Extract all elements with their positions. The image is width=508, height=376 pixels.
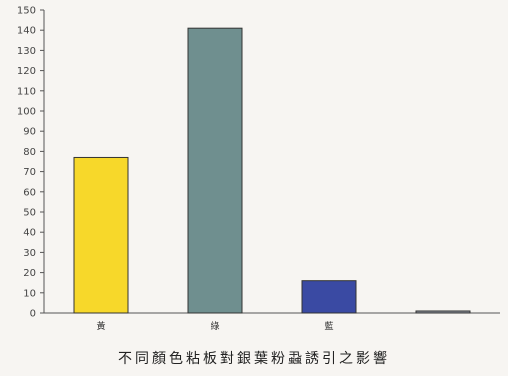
category-label: 藍 xyxy=(324,320,333,332)
y-tick-label: 130 xyxy=(17,46,36,57)
y-tick-label: 120 xyxy=(17,66,36,77)
y-tick-label: 110 xyxy=(17,86,36,97)
y-tick-label: 150 xyxy=(17,6,36,17)
y-tick-label: 10 xyxy=(23,288,36,299)
category-labels: 黃綠藍 xyxy=(96,320,333,332)
y-axis-ticks: 0 10 20 30 40 50 60 70 80 90 100 110 120 130 140 150 xyxy=(17,6,44,320)
category-label: 黃 xyxy=(96,320,105,332)
y-tick-label: 30 xyxy=(23,248,36,259)
y-tick-label: 60 xyxy=(23,187,36,198)
y-tick-label: 90 xyxy=(23,127,36,138)
y-tick-label: 40 xyxy=(23,228,36,239)
bar xyxy=(73,156,129,314)
y-tick-label: 20 xyxy=(23,268,36,279)
bar xyxy=(187,27,243,314)
y-tick-label: 80 xyxy=(23,147,36,158)
y-tick-label: 0 xyxy=(30,309,36,320)
y-tick-label: 70 xyxy=(23,167,36,178)
y-tick-label: 140 xyxy=(17,26,36,37)
chart-title: 不同顏色粘板對銀葉粉蝨誘引之影響 xyxy=(118,351,390,367)
bar xyxy=(415,310,471,314)
y-tick-label: 50 xyxy=(23,208,36,219)
y-tick-label: 100 xyxy=(17,107,36,118)
bar xyxy=(301,280,357,314)
bar-chart: 0 10 20 30 40 50 60 70 80 90 100 110 120 130 140 150 黃 綠… xyxy=(17,6,500,332)
bars xyxy=(73,27,471,314)
category-label: 綠 xyxy=(210,320,219,332)
